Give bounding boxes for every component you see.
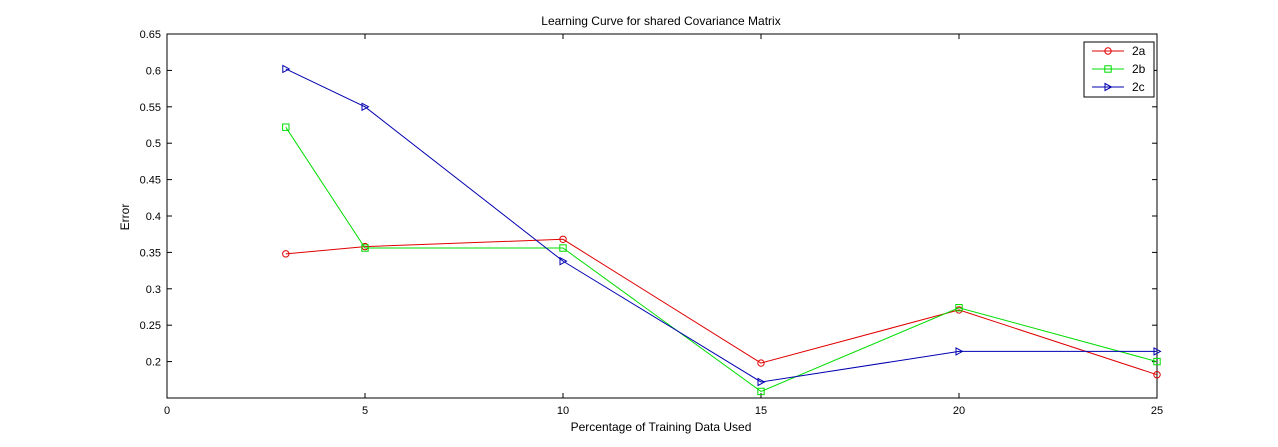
legend-swatch-marker <box>1104 47 1112 55</box>
series-2b <box>282 123 1161 396</box>
y-tick-label: 0.45 <box>140 175 161 187</box>
data-point-2b <box>1153 357 1161 366</box>
y-tick-label: 0.65 <box>140 29 161 41</box>
data-point-2c <box>559 256 568 266</box>
x-tick-label: 20 <box>953 405 965 417</box>
data-point-2b <box>361 244 369 252</box>
legend-label: 2a <box>1132 44 1146 58</box>
data-point-2a <box>1153 371 1161 379</box>
series-line-2b <box>285 126 1158 393</box>
data-point-2c <box>282 64 291 74</box>
series-layer <box>282 64 1162 396</box>
y-tick-label: 0.2 <box>146 357 161 369</box>
series-line-2c <box>285 68 1157 383</box>
y-axis: 0.2 0.25 0.3 0.35 0.4 0.45 0.5 0.55 0.6 0.65 <box>140 29 1157 369</box>
legend-label: 2c <box>1132 80 1145 94</box>
y-tick-label: 0.35 <box>140 247 161 259</box>
x-tick-label: 0 <box>164 405 170 417</box>
data-point-2a <box>559 235 567 243</box>
data-point-2c <box>955 347 964 356</box>
y-tick-label: 0.5 <box>146 138 161 150</box>
legend-swatch-marker <box>1104 82 1113 92</box>
data-point-2b <box>955 304 963 312</box>
legend-swatch-marker <box>1104 65 1112 73</box>
data-point-2b <box>757 387 765 396</box>
series-2c <box>282 64 1162 387</box>
legend-entry-2c: 2c <box>1092 80 1145 94</box>
data-point-2c <box>1153 347 1162 356</box>
y-axis-title: Error <box>118 204 132 231</box>
data-point-2b <box>559 244 567 252</box>
series-2a <box>282 235 1161 379</box>
x-tick-label: 10 <box>557 405 569 417</box>
legend-entry-2b: 2b <box>1092 62 1146 76</box>
plot-area <box>166 33 1158 399</box>
x-tick-label: 15 <box>755 405 767 417</box>
series-line-2a <box>285 238 1158 376</box>
y-tick-label: 0.6 <box>146 65 161 77</box>
x-tick-label: 5 <box>362 405 368 417</box>
chart-title: Learning Curve for shared Covariance Mat… <box>541 14 780 28</box>
x-axis-title: Percentage of Training Data Used <box>571 420 752 434</box>
data-point-2a <box>282 250 290 258</box>
legend: 2a 2b 2c <box>1083 41 1155 98</box>
y-tick-label: 0.55 <box>140 102 161 114</box>
legend-label: 2b <box>1132 62 1146 76</box>
y-tick-label: 0.3 <box>146 284 161 296</box>
x-tick-label: 25 <box>1151 405 1163 417</box>
y-tick-label: 0.4 <box>146 211 161 223</box>
data-point-2a <box>757 359 765 367</box>
data-point-2b <box>282 123 290 131</box>
x-axis: 0 5 10 15 20 25 <box>164 34 1163 417</box>
legend-entry-2a: 2a <box>1092 44 1146 58</box>
y-tick-label: 0.25 <box>140 320 161 332</box>
data-point-2c <box>757 377 766 387</box>
data-point-2c <box>361 102 370 112</box>
